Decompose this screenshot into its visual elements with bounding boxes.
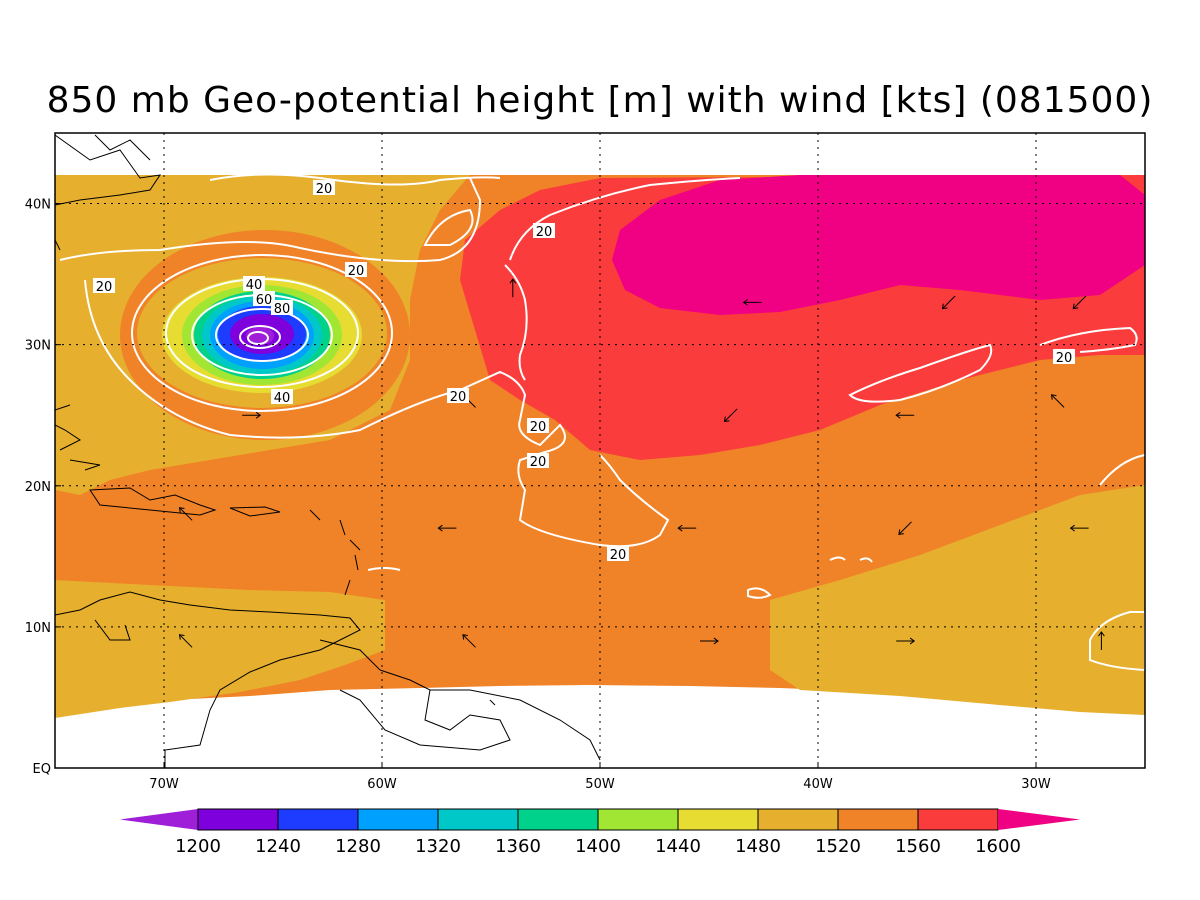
wind-arrow	[700, 637, 719, 645]
coastlines	[55, 134, 601, 768]
colorbar: 1200 1240 1280 1320 1360 1400 1440 1480 1520 1560…	[120, 808, 1080, 857]
colorbar-segment	[677, 808, 759, 831]
colorbar-segment	[757, 808, 839, 831]
wind-arrow	[1050, 394, 1065, 408]
wind-arrow	[898, 521, 912, 536]
wind-arrow	[242, 411, 262, 419]
colorbar-arrow-high	[998, 809, 1080, 830]
wind-arrow	[742, 298, 762, 306]
grid	[55, 133, 1145, 768]
wind-arrow	[941, 295, 956, 310]
colorbar-arrow-low	[120, 809, 198, 830]
colorbar-label: 1240	[255, 836, 301, 857]
wind-arrow	[1069, 524, 1089, 532]
wind-arrow	[895, 411, 915, 419]
y-tick-label: 30N	[25, 339, 51, 354]
colorbar-label: 1320	[415, 836, 461, 857]
colorbar-segment	[837, 808, 919, 831]
wind-arrow	[1098, 631, 1105, 650]
wind-arrow	[178, 634, 193, 648]
svg-text:40: 40	[246, 278, 263, 293]
contour-label: 20	[607, 546, 629, 563]
x-tick-label: 30W	[1021, 777, 1051, 792]
wind-arrow	[677, 524, 697, 532]
colorbar-label: 1400	[575, 836, 621, 857]
colorbar-segment	[277, 808, 359, 831]
contour-label: 60	[253, 291, 275, 308]
svg-text:20: 20	[530, 420, 547, 435]
y-tick-label: 40N	[25, 198, 51, 213]
svg-text:40: 40	[274, 391, 291, 406]
svg-text:20: 20	[348, 264, 365, 279]
contour-label: 20	[527, 453, 549, 470]
contour-label: 40	[271, 389, 293, 406]
svg-text:20: 20	[530, 455, 547, 470]
x-tick-label: 50W	[585, 777, 615, 792]
height-band-1480-1520-southeast	[770, 485, 1145, 715]
colorbar-label: 1480	[735, 836, 781, 857]
contour-label: 20	[533, 223, 555, 240]
wind-arrow	[462, 634, 476, 648]
x-tick-label: 60W	[367, 777, 397, 792]
colorbar-segment	[597, 808, 679, 831]
contour-label: 80	[271, 300, 293, 317]
colorbar-label: 1360	[495, 836, 541, 857]
svg-text:20: 20	[536, 225, 553, 240]
wind-arrow	[1072, 295, 1087, 310]
colorbar-label: 1520	[815, 836, 861, 857]
height-band-above-1600	[612, 175, 1145, 315]
contour-label: 20	[447, 388, 469, 405]
x-tick-label: 40W	[803, 777, 833, 792]
svg-text:60: 60	[256, 293, 273, 308]
contour-label: 40	[243, 276, 265, 293]
colorbar-label: 1600	[975, 836, 1021, 857]
colorbar-segment	[917, 808, 999, 831]
y-tick-label: EQ	[33, 762, 51, 777]
colorbar-label: 1280	[335, 836, 381, 857]
colorbar-segment	[517, 808, 599, 831]
chart-title: 850 mb Geo-potential height [m] with win…	[46, 80, 1154, 121]
contour-label: 20	[345, 262, 367, 279]
y-tick-label: 20N	[25, 480, 51, 495]
wind-arrow	[509, 278, 517, 298]
height-band-1480-1520-south	[55, 580, 385, 718]
wind-arrow	[723, 408, 738, 423]
axis-labels: 70W 60W 50W 40W 30W EQ 10N 20N 30N 40N	[25, 198, 1051, 792]
svg-text:20: 20	[610, 548, 627, 563]
wind-arrow	[896, 637, 916, 645]
svg-text:20: 20	[450, 390, 467, 405]
wind-arrow	[437, 524, 457, 532]
low-pressure-center	[120, 230, 410, 440]
colorbar-segment	[197, 808, 279, 831]
x-tick-label: 70W	[149, 777, 179, 792]
colorbar-label: 1200	[175, 836, 221, 857]
colorbar-segment	[437, 808, 519, 831]
y-tick-label: 10N	[25, 621, 51, 636]
svg-text:20: 20	[316, 182, 333, 197]
svg-text:80: 80	[274, 302, 291, 317]
colorbar-segment	[357, 808, 439, 831]
svg-text:20: 20	[96, 280, 113, 295]
colorbar-label: 1440	[655, 836, 701, 857]
contour-label: 20	[93, 278, 115, 295]
wind-arrow	[178, 507, 193, 521]
contour-label: 20	[527, 418, 549, 435]
colorbar-label: 1560	[895, 836, 941, 857]
contour-label: 20	[313, 180, 335, 197]
contour-label: 20	[1053, 349, 1075, 366]
svg-text:20: 20	[1056, 351, 1073, 366]
